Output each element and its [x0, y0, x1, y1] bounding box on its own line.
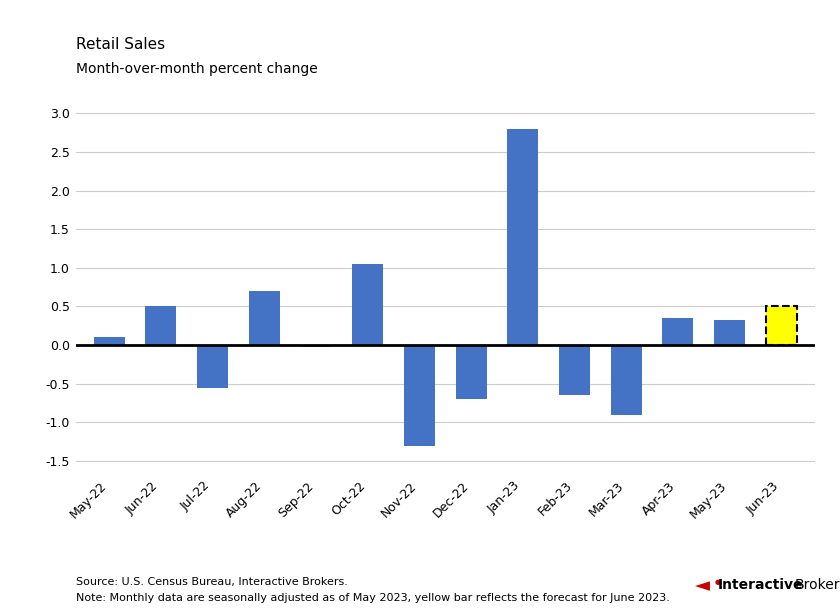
Text: ●: ● [715, 579, 721, 585]
Bar [455, 345, 486, 399]
Bar [662, 318, 693, 345]
Bar [352, 264, 383, 345]
Bar [559, 345, 590, 395]
Text: Brokers: Brokers [795, 579, 840, 592]
Text: Note: Monthly data are seasonally adjusted as of May 2023, yellow bar reflects t: Note: Monthly data are seasonally adjust… [76, 593, 669, 602]
Bar [145, 307, 176, 345]
Bar [611, 345, 642, 415]
Text: Source: U.S. Census Bureau, Interactive Brokers.: Source: U.S. Census Bureau, Interactive … [76, 577, 348, 587]
Bar [197, 345, 228, 387]
Bar [714, 320, 745, 345]
Text: Interactive: Interactive [717, 579, 803, 592]
Text: ◄: ◄ [695, 576, 710, 595]
Bar [249, 291, 280, 345]
Bar [94, 337, 124, 345]
Bar [404, 345, 435, 445]
Bar [301, 345, 332, 346]
Bar [507, 129, 538, 345]
Text: Month-over-month percent change: Month-over-month percent change [76, 62, 318, 76]
Text: Retail Sales: Retail Sales [76, 37, 165, 52]
Bar [766, 307, 796, 345]
